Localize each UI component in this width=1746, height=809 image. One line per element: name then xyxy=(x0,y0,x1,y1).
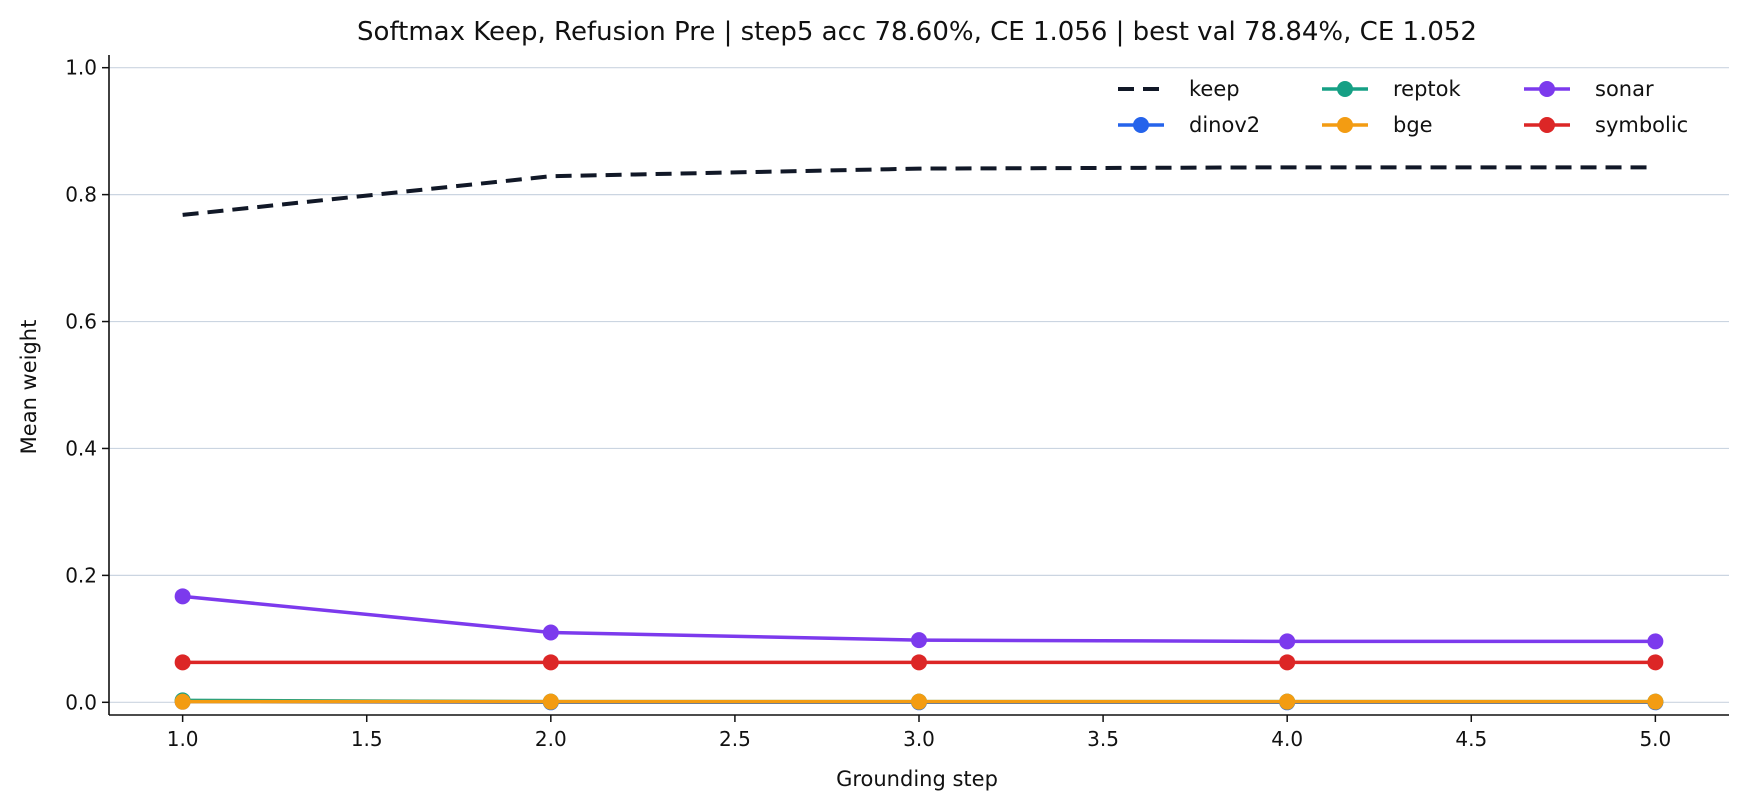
x-tick-label: 2.0 xyxy=(535,727,567,751)
legend-label: bge xyxy=(1393,113,1433,137)
data-point-bge xyxy=(542,693,559,710)
y-tick-label: 0.4 xyxy=(65,436,97,460)
series-line-keep xyxy=(182,165,1656,217)
gridlines xyxy=(109,67,1729,703)
legend-item-symbolic: symbolic xyxy=(1524,113,1688,137)
data-point-sonar xyxy=(174,588,191,605)
data-point-sonar xyxy=(542,624,559,641)
x-tick-label: 2.5 xyxy=(719,727,751,751)
data-point-sonar xyxy=(1647,633,1664,650)
chart-title: Softmax Keep, Refusion Pre | step5 acc 7… xyxy=(357,17,1477,47)
series-layer xyxy=(174,165,1664,711)
y-tick-label: 0.6 xyxy=(65,310,97,334)
legend-label: keep xyxy=(1189,77,1240,101)
legend: keep dinov2 reptok bge sonar symbolic xyxy=(1118,77,1688,137)
legend-marker xyxy=(1337,81,1353,97)
legend-label: reptok xyxy=(1393,77,1462,101)
legend-label: dinov2 xyxy=(1189,113,1260,137)
x-tick-label: 4.5 xyxy=(1455,727,1487,751)
data-point-symbolic xyxy=(911,654,927,671)
x-tick-label: 5.0 xyxy=(1639,727,1671,751)
legend-marker xyxy=(1539,81,1555,97)
data-point-bge xyxy=(911,693,927,710)
y-axis-label: Mean weight xyxy=(17,320,41,455)
legend-item-keep: keep xyxy=(1118,77,1240,101)
legend-label: symbolic xyxy=(1595,113,1688,137)
y-tick-label: 0.8 xyxy=(65,183,97,207)
legend-item-bge: bge xyxy=(1322,113,1433,137)
data-point-symbolic xyxy=(174,654,191,671)
x-tick-label: 3.0 xyxy=(903,727,935,751)
y-tick-label: 1.0 xyxy=(65,56,97,80)
data-point-bge xyxy=(1279,693,1296,710)
legend-marker xyxy=(1539,117,1555,133)
legend-marker xyxy=(1337,117,1353,133)
data-point-bge xyxy=(1647,693,1664,710)
tick-labels: 0.0 0.2 0.4 0.6 0.8 1.0 1.0 1.5 2.0 2.5 3.0 3.5 4.0 4… xyxy=(65,56,1671,751)
data-point-symbolic xyxy=(542,654,559,671)
y-tick-label: 0.2 xyxy=(65,563,97,587)
legend-item-dinov2: dinov2 xyxy=(1118,113,1260,137)
data-point-bge xyxy=(174,693,191,710)
axes xyxy=(102,55,1729,722)
x-tick-label: 1.5 xyxy=(351,727,383,751)
legend-marker xyxy=(1133,117,1149,133)
x-tick-label: 3.5 xyxy=(1087,727,1119,751)
y-tick-label: 0.0 xyxy=(65,690,97,714)
x-tick-label: 1.0 xyxy=(167,727,199,751)
data-point-sonar xyxy=(1279,633,1296,650)
data-point-symbolic xyxy=(1279,654,1296,671)
data-point-symbolic xyxy=(1647,654,1664,671)
legend-item-reptok: reptok xyxy=(1322,77,1462,101)
legend-item-sonar: sonar xyxy=(1524,77,1654,101)
legend-label: sonar xyxy=(1595,77,1654,101)
x-axis-label: Grounding step xyxy=(836,767,998,791)
x-tick-label: 4.0 xyxy=(1271,727,1303,751)
data-point-sonar xyxy=(911,632,927,649)
